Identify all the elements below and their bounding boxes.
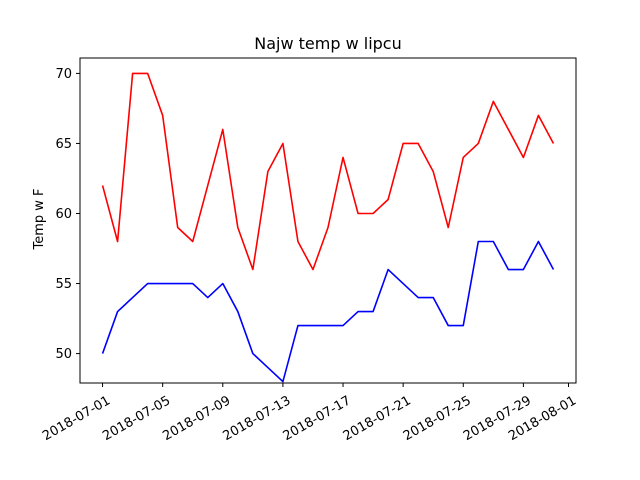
y-axis-ticks: 50 55 60 65 70 [55,67,80,362]
plot-frame [79,57,577,384]
chart-title: Najw temp w lipcu [254,34,402,53]
y-tick-label: 50 [55,347,72,362]
y-tick-label: 60 [55,207,72,222]
y-axis-title: Temp w F [32,188,47,250]
y-tick-label: 55 [55,277,72,292]
y-tick-label: 70 [55,67,72,82]
y-tick-label: 65 [55,137,72,152]
series-layer [101,72,555,383]
